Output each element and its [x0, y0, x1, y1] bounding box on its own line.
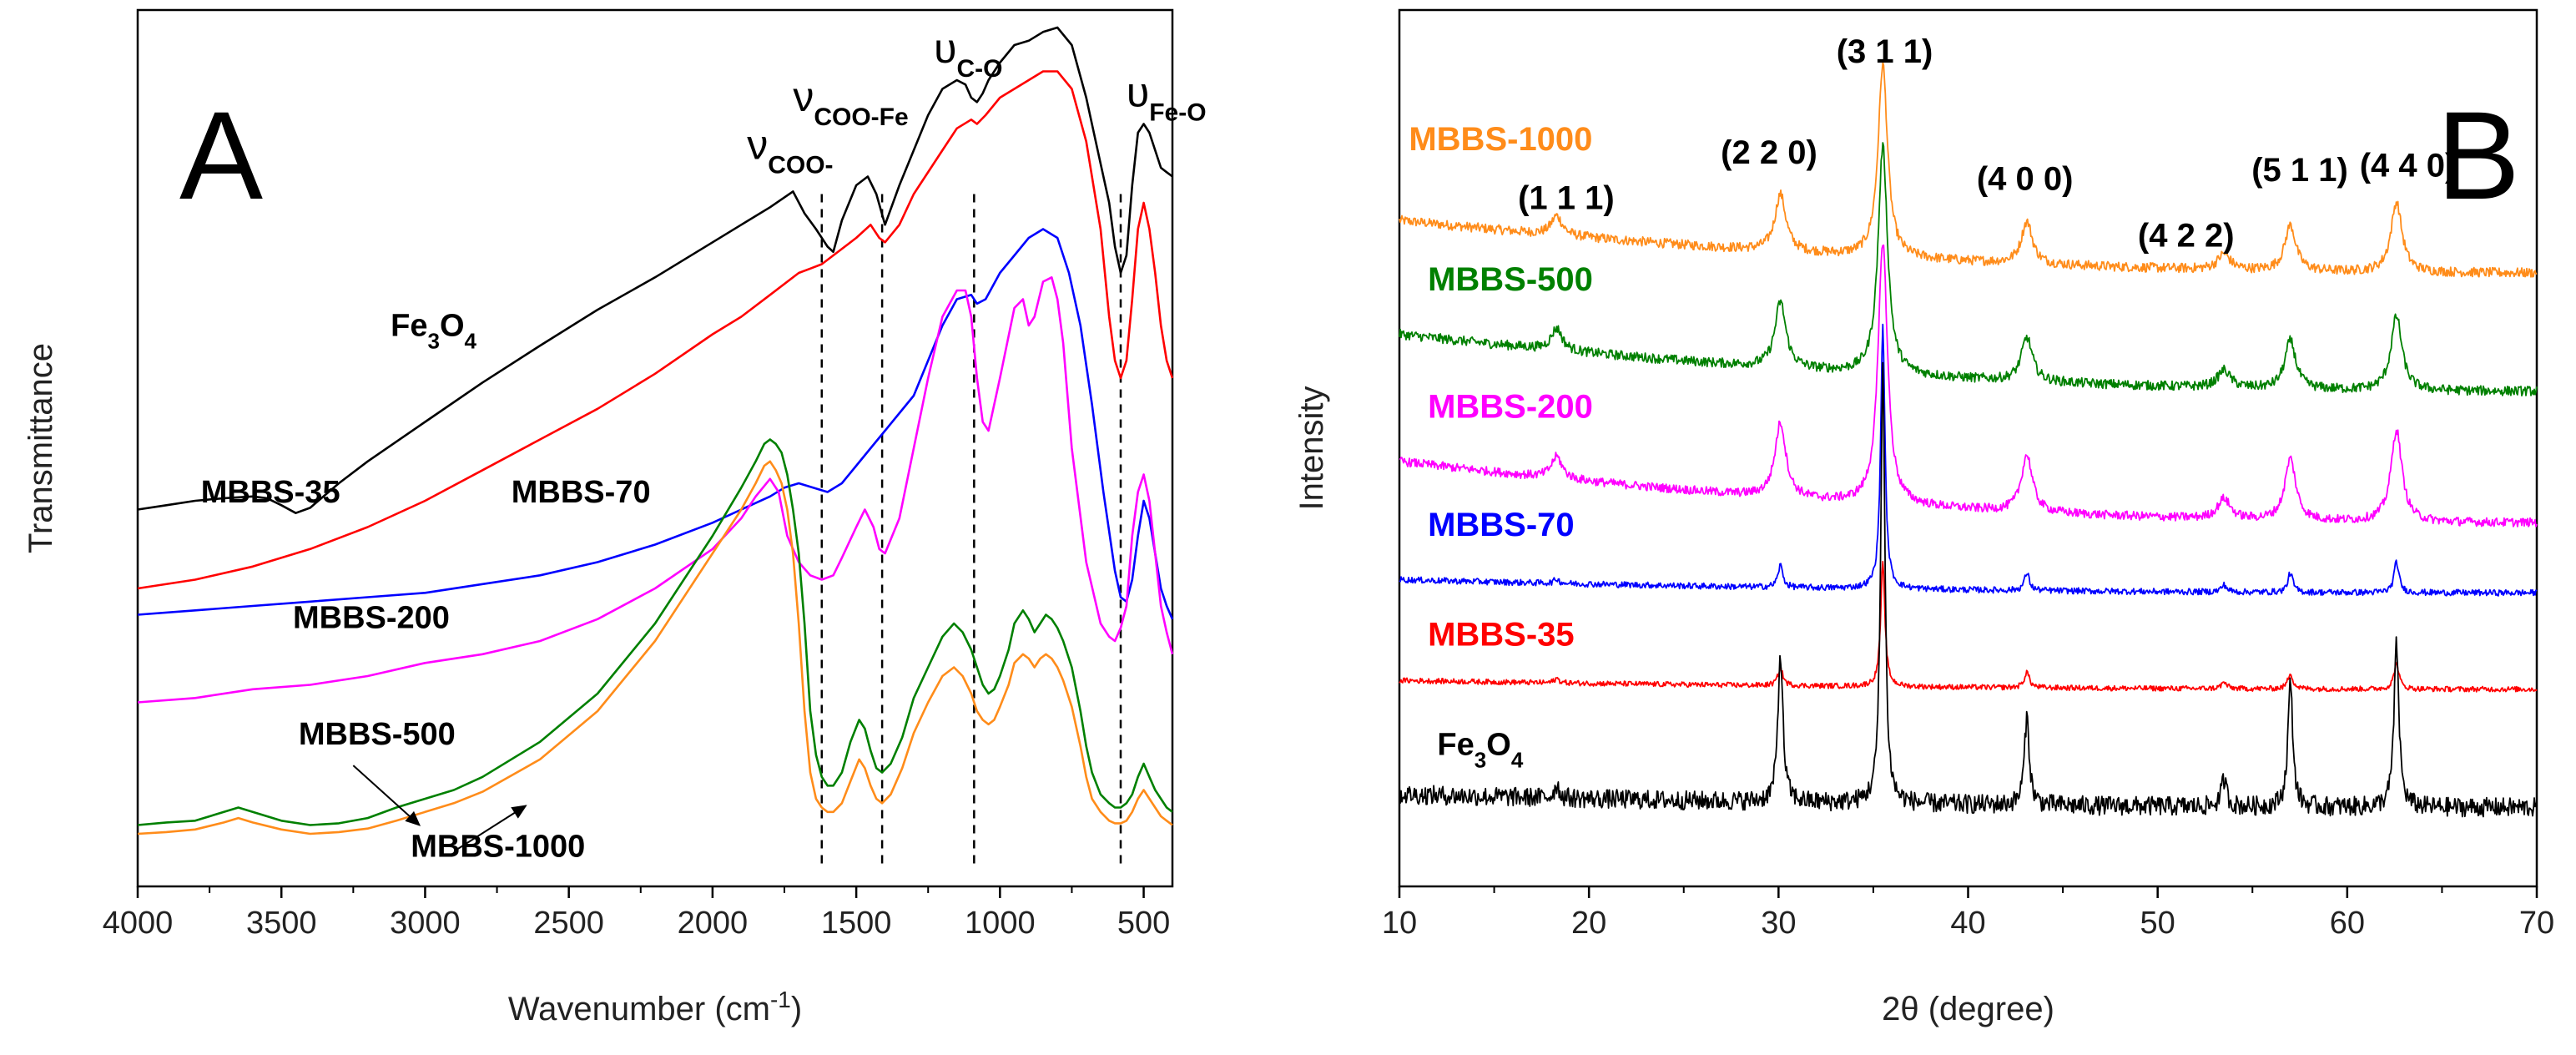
y-axis-label: Transmittance: [23, 343, 59, 553]
series-label: MBBS-500: [299, 717, 456, 752]
series-label: MBBS-200: [293, 600, 450, 635]
series-line-Fe3O4: [1399, 361, 2538, 818]
peak-label: νCOO-Fe: [793, 73, 908, 131]
peak-label: (4 4 0): [2360, 148, 2457, 184]
x-tick-label: 1000: [965, 906, 1036, 941]
peak-label: (4 0 0): [1977, 160, 2074, 197]
peak-label: (5 1 1): [2251, 152, 2348, 189]
series-label: MBBS-70: [512, 475, 651, 510]
series-line-MBBS-1000: [1399, 62, 2538, 278]
annotation-arrow: [456, 805, 527, 851]
series-label: MBBS-70: [1428, 507, 1575, 543]
panel-label: B: [2437, 85, 2520, 225]
x-tick-label: 10: [1382, 906, 1417, 941]
series-label: MBBS-200: [1428, 388, 1593, 425]
series-line-MBBS-200: [137, 276, 1174, 704]
x-axis-label: 2θ (degree): [1882, 991, 2054, 1027]
plot-frame-A: [136, 8, 1174, 888]
peak-label: (3 1 1): [1837, 33, 1933, 70]
x-axis-label: Wavenumber (cm-1): [508, 987, 802, 1028]
series-label: Fe3O4: [391, 309, 476, 354]
series-line-Fe3O4: [137, 26, 1173, 514]
peak-label: (1 1 1): [1518, 179, 1615, 216]
series-line-MBBS-70: [1399, 323, 2538, 597]
series-line-MBBS-35: [137, 70, 1174, 590]
peak-label: (4 2 2): [2138, 218, 2235, 255]
series-line-MBBS-500: [1399, 142, 2538, 396]
series-line-MBBS-500: [137, 438, 1173, 826]
series-line-MBBS-70: [137, 228, 1174, 620]
x-tick-label: 4000: [103, 906, 174, 941]
peak-label: νCOO-: [747, 122, 833, 179]
x-tick-label: 40: [1950, 906, 1985, 941]
x-tick-label: 500: [1117, 906, 1170, 941]
x-tick-label: 3500: [246, 906, 317, 941]
peak-label: (2 2 0): [1721, 134, 1817, 171]
annotation-arrow: [352, 765, 421, 826]
series-label: MBBS-1000: [1409, 121, 1592, 158]
x-tick-label: 3000: [390, 906, 461, 941]
x-tick-label: 2000: [678, 906, 749, 941]
series-line-MBBS-1000: [137, 460, 1173, 835]
series-line-MBBS-35: [1399, 560, 2538, 693]
peak-label: υC-O: [934, 25, 1002, 83]
x-tick-label: 2500: [533, 906, 604, 941]
x-tick-label: 70: [2519, 906, 2554, 941]
panel-B: 10 20 30 40 50 60 70 2θ (degree) Intensity B (1 1 …: [1293, 8, 2554, 1027]
series-label: Fe3O4: [1437, 728, 1523, 773]
peak-label: υFe-O: [1127, 69, 1207, 127]
x-tick-label: 20: [1571, 906, 1606, 941]
panel-label: A: [179, 85, 263, 225]
x-tick-label: 1500: [821, 906, 892, 941]
series-line-MBBS-200: [1399, 244, 2538, 528]
y-axis-label: Intensity: [1293, 386, 1330, 511]
x-tick-label: 30: [1761, 906, 1796, 941]
series-label: MBBS-500: [1428, 261, 1593, 298]
series-label: MBBS-1000: [411, 829, 585, 864]
series-label: MBBS-35: [201, 475, 340, 510]
x-tick-label: 50: [2140, 906, 2175, 941]
series-label: MBBS-35: [1428, 616, 1575, 653]
x-tick-label: 60: [2330, 906, 2365, 941]
panel-A: 4000 3500 3000 2500 2000 1500 1000 500 Wavenumbe…: [23, 8, 1207, 1028]
